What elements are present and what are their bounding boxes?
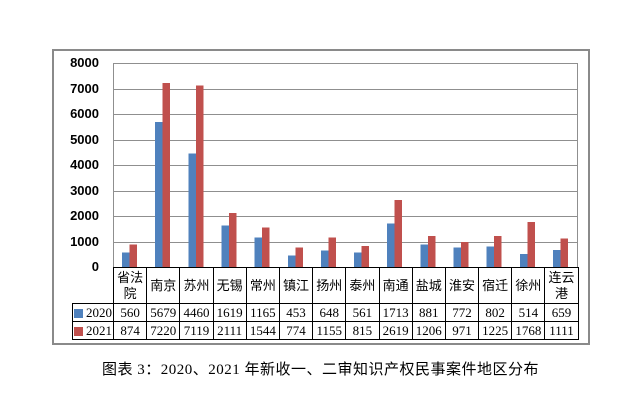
y-tick-label-1000: 1000: [70, 233, 99, 249]
bar-2020-南京: [155, 122, 163, 267]
category-label-镇江: 镇江: [278, 267, 314, 304]
bar-2021-南通: [394, 200, 403, 267]
bar-2021-扬州: [328, 237, 336, 267]
y-tick-label-5000: 5000: [70, 131, 99, 147]
value-cell-2021-连云港: 1111: [544, 321, 579, 340]
value-cell-2021-苏州: 7119: [179, 321, 214, 340]
plot-area: [113, 63, 578, 268]
bar-2020-扬州: [320, 250, 329, 267]
legend-swatch-2021-icon: [74, 326, 83, 336]
series-row-2020: 2020 560 5679 4460 1619 1165 453 648 561 1713 881 7…: [72, 303, 579, 322]
value-cell-2020-盐城: 881: [411, 303, 446, 322]
category-label-盐城: 盐城: [411, 267, 446, 304]
y-tick-label-4000: 4000: [70, 157, 99, 172]
value-cell-2020-连云港: 659: [544, 303, 579, 322]
value-cell-2020-淮安: 772: [444, 303, 480, 322]
legend-item-2021: 2021: [72, 321, 114, 340]
value-cell-2020-苏州: 4460: [179, 303, 214, 322]
bar-2021-南京: [162, 82, 171, 268]
value-cell-2020-省法院: 560: [112, 303, 148, 322]
value-cell-2021-南京: 7220: [146, 321, 181, 340]
value-cell-2021-省法院: 874: [112, 321, 148, 340]
value-cell-2021-徐州: 1768: [511, 321, 546, 340]
y-axis-tick-labels: 0 1000 2000 3000 4000 5000 6000 7000 8000: [54, 51, 103, 343]
bar-2020-宿迁: [486, 246, 495, 267]
category-label-淮安: 淮安: [444, 267, 480, 304]
value-cell-2021-淮安: 971: [444, 321, 480, 340]
bar-2021-省法院: [129, 244, 138, 267]
figure-caption: 图表 3：2020、2021 年新收一、二审知识产权民事案件地区分布: [101, 362, 539, 378]
value-cell-2020-镇江: 453: [278, 303, 314, 322]
value-cell-2020-无锡: 1619: [212, 303, 247, 322]
category-label-省法院: 省法院: [112, 267, 148, 304]
y-tick-label-2000: 2000: [70, 208, 99, 223]
bar-2020-徐州: [519, 253, 528, 267]
bar-2021-镇江: [295, 247, 303, 267]
value-cell-2020-常州: 1165: [245, 303, 280, 322]
y-tick-label-7000: 7000: [70, 80, 99, 96]
category-label-连云港: 连云港: [544, 267, 579, 304]
value-cell-2021-南通: 2619: [378, 321, 413, 340]
category-label-泰州: 泰州: [345, 267, 380, 304]
y-tick-label-6000: 6000: [70, 106, 99, 121]
series-row-2021: 2021 874 7220 7119 2111 1544 774 1155 815 2619 120…: [72, 321, 579, 340]
value-cell-2020-扬州: 648: [312, 303, 347, 322]
category-header-row: 省法院 南京 苏州 无锡 常州 镇江 扬州 泰州 南通 盐城 淮安 宿迁 徐州 连云港: [73, 267, 579, 304]
value-cell-2020-宿迁: 802: [478, 303, 513, 322]
category-label-苏州: 苏州: [179, 267, 214, 304]
bar-2020-苏州: [188, 153, 196, 267]
category-label-南京: 南京: [146, 267, 181, 304]
bar-2020-省法院: [122, 252, 130, 267]
bar-2020-盐城: [420, 244, 428, 267]
value-cell-2021-泰州: 815: [345, 321, 380, 340]
chart-frame: 0 1000 2000 3000 4000 5000 6000 7000 8000 省法院 南京苏…: [52, 49, 590, 345]
value-cell-2020-徐州: 514: [511, 303, 546, 322]
bar-2020-镇江: [287, 255, 296, 267]
y-tick-label-8000: 8000: [70, 55, 99, 70]
bar-2020-淮安: [453, 247, 461, 267]
value-cell-2021-扬州: 1155: [312, 321, 347, 340]
bar-2021-宿迁: [494, 235, 502, 267]
value-cell-2021-常州: 1544: [245, 321, 280, 340]
bar-2021-苏州: [195, 85, 204, 267]
bar-2020-南通: [387, 223, 395, 267]
bar-2021-常州: [262, 227, 270, 267]
value-cell-2020-南京: 5679: [146, 303, 181, 322]
legend-item-2020: 2020: [72, 303, 114, 322]
category-label-扬州: 扬州: [312, 267, 347, 304]
bar-2021-无锡: [229, 213, 237, 267]
bar-2020-连云港: [552, 250, 561, 267]
bar-2020-泰州: [354, 252, 362, 267]
bar-2021-连云港: [560, 238, 568, 267]
bar-2021-淮安: [461, 242, 469, 267]
bar-2020-常州: [254, 237, 263, 267]
category-label-南通: 南通: [378, 267, 413, 304]
value-cell-2020-南通: 1713: [378, 303, 413, 322]
chart-data-table: 省法院 南京 苏州 无锡 常州 镇江 扬州 泰州 南通 盐城 淮安 宿迁 徐州 连云港 2020 560 567…: [72, 267, 579, 340]
value-cell-2020-泰州: 561: [345, 303, 380, 322]
category-label-宿迁: 宿迁: [478, 267, 513, 304]
category-label-徐州: 徐州: [511, 267, 546, 304]
category-label-常州: 常州: [245, 267, 280, 304]
y-tick-label-0: 0: [91, 259, 99, 274]
value-cell-2021-镇江: 774: [278, 321, 314, 340]
bar-2021-盐城: [427, 236, 436, 267]
value-cell-2021-宿迁: 1225: [478, 321, 513, 340]
y-tick-label-3000: 3000: [70, 182, 99, 198]
table-corner-blank: [73, 268, 114, 304]
category-label-无锡: 无锡: [212, 267, 247, 304]
value-cell-2021-盐城: 1206: [411, 321, 446, 340]
value-cell-2021-无锡: 2111: [212, 321, 247, 340]
bar-2021-徐州: [527, 221, 535, 267]
legend-swatch-2020-icon: [74, 308, 83, 318]
bar-2020-无锡: [221, 225, 229, 267]
bar-2021-泰州: [361, 246, 370, 267]
